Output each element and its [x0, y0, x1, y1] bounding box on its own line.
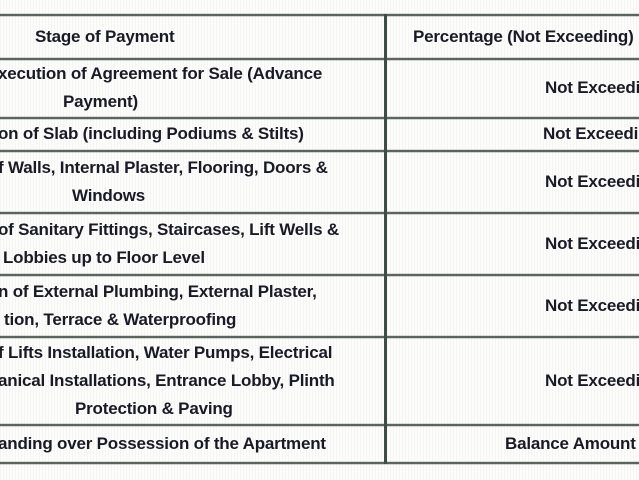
stage-cell-line: of Sanitary Fittings, Staircases, Lift W… — [0, 220, 339, 239]
stage-cell-line: on of Slab (including Podiums & Stilts) — [0, 124, 304, 143]
percentage-cell: Balance Amount — [505, 434, 636, 453]
percentage-cell: Not Exceeding — [545, 371, 639, 390]
stage-cell-line: anding over Possession of the Apartment — [0, 434, 326, 453]
percentage-cell: Not Exceeding — [545, 78, 639, 97]
stage-cell-line: Payment) — [63, 92, 138, 111]
percentage-cell: Not Exceeding — [545, 172, 639, 191]
row-border-bottom — [0, 462, 639, 464]
stage-of-payment-header: Stage of Payment — [35, 27, 175, 46]
percentage-cell: Not Exceeding — [545, 296, 639, 315]
column-divider — [384, 14, 387, 464]
row-border-7 — [0, 424, 639, 426]
stage-cell-line: tion, Terrace & Waterproofing — [4, 310, 237, 329]
row-border-3 — [0, 150, 639, 152]
stage-cell-line: anical Installations, Entrance Lobby, Pl… — [0, 371, 335, 390]
percentage-cell: Not Exceeding — [543, 124, 639, 143]
row-border-6 — [0, 336, 639, 338]
stage-cell-line: f Lifts Installation, Water Pumps, Elect… — [0, 343, 333, 362]
row-border-1 — [0, 58, 639, 60]
stage-cell-line: f Walls, Internal Plaster, Flooring, Doo… — [0, 158, 328, 177]
stage-cell-line: n of External Plumbing, External Plaster… — [0, 282, 317, 301]
stage-cell-line: Protection & Paving — [75, 399, 233, 418]
row-border-top — [0, 14, 639, 16]
row-border-5 — [0, 274, 639, 276]
stage-cell-line: xecution of Agreement for Sale (Advance — [0, 64, 323, 83]
stage-cell-line: Lobbies up to Floor Level — [3, 248, 205, 267]
row-border-2 — [0, 117, 639, 119]
row-border-4 — [0, 212, 639, 214]
stage-cell-line: Windows — [72, 186, 146, 205]
percentage-cell: Not Exceeding — [545, 234, 639, 253]
percentage-header: Percentage (Not Exceeding) — [413, 27, 634, 46]
